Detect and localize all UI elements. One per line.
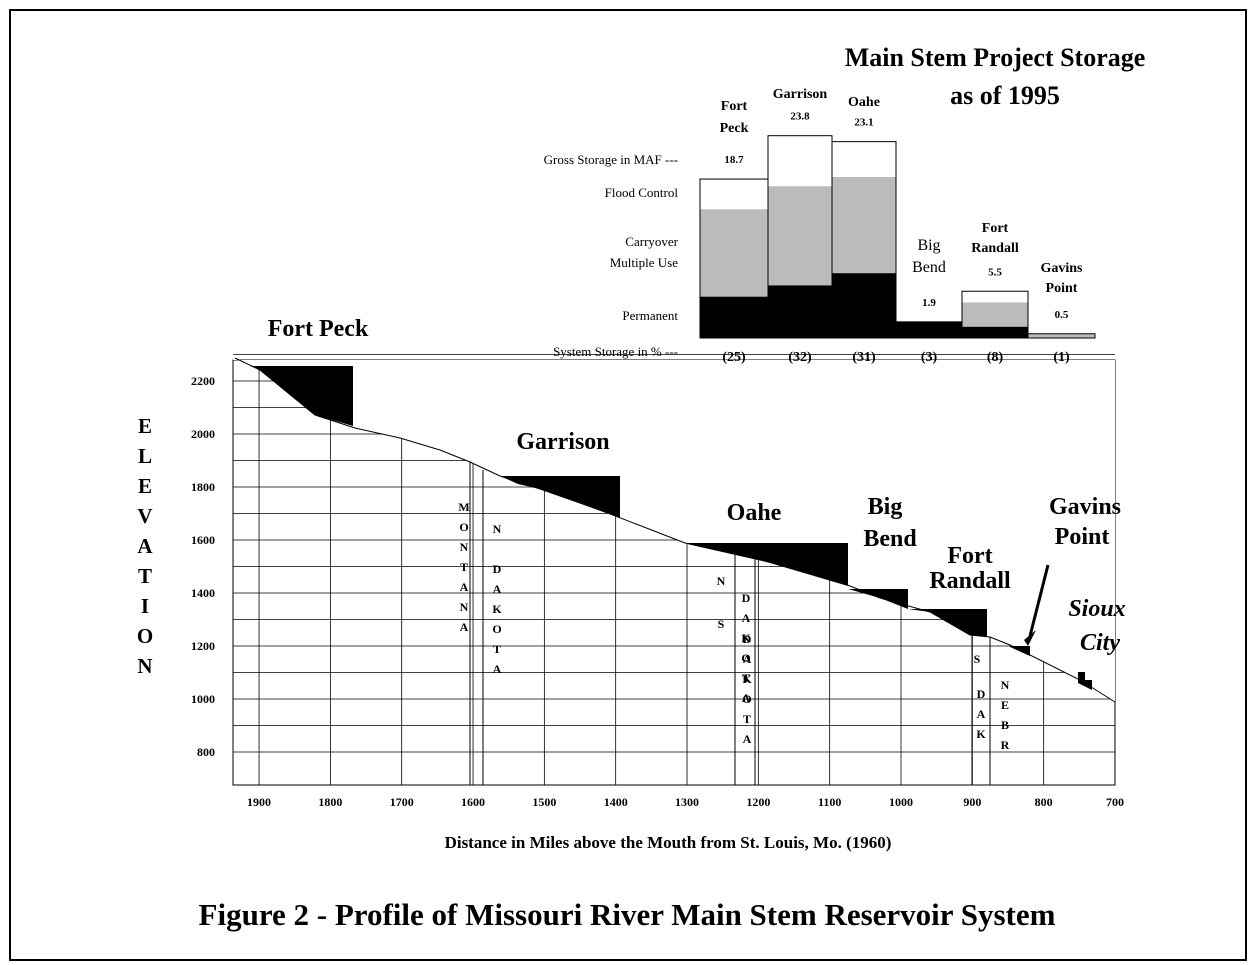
reservoir-label: Randall [929,568,1011,594]
state-label: S [714,617,728,637]
zone-permanent [962,327,1028,338]
reservoir-label: Bend [863,526,917,552]
system-pct: (32) [788,350,812,365]
x-tick-label: 1100 [818,795,841,809]
system-pct: (8) [987,350,1004,365]
row-label: Gross Storage in MAF --- [544,152,678,167]
project-name: Garrison [773,87,828,102]
state-label: N [714,574,728,594]
reservoir-label: Point [1055,524,1110,550]
x-axis-label: Distance in Miles above the Mouth from S… [445,833,892,852]
zone-flood [832,142,896,177]
row-label: Flood Control [605,185,679,200]
reservoir-label: Garrison [516,429,609,455]
zone-carryover [700,209,768,296]
x-tick-label: 700 [1106,795,1124,809]
x-tick-label: 1700 [390,795,414,809]
state-label: MONTANA [457,500,471,640]
state-label: DAKOTA [490,562,504,682]
y-tick-label: 2200 [191,374,215,388]
system-pct: (25) [722,350,746,365]
project-name: Gavins [1040,261,1083,276]
gross-value: 23.1 [854,117,873,129]
storage-chart: Main Stem Project Storage as of 1995 Gross… [544,43,1146,365]
zone-permanent [700,297,768,338]
reservoir-label: Oahe [727,500,782,526]
project-name: Oahe [848,95,880,110]
x-tick-label: 1600 [461,795,485,809]
x-tick-label: 1300 [675,795,699,809]
x-tick-label: 1800 [318,795,342,809]
project-name: Randall [971,241,1019,256]
state-label: DAKOTA [740,632,754,752]
y-tick-label: 1000 [191,692,215,706]
y-axis-label: ELEVATION [133,414,157,684]
project-name: Point [1046,281,1078,296]
state-label: S [970,652,984,672]
x-tick-label: 1400 [604,795,628,809]
zone-permanent [768,285,832,338]
row-label: Permanent [622,308,678,323]
system-pct: (1) [1053,350,1070,365]
x-tick-label: 1000 [889,795,913,809]
project-name: Peck [720,121,749,136]
gross-value: 18.7 [724,154,744,166]
zone-flood [768,136,832,187]
y-tick-label: 1400 [191,586,215,600]
x-tick-label: 900 [963,795,981,809]
x-tick-label: 1200 [746,795,770,809]
zone-carryover [962,302,1028,326]
figure: Figure 2 - Profile of Missouri River Mai… [0,0,1251,965]
zone-carryover [768,186,832,285]
reservoir-label: Fort [947,543,992,569]
x-tick-label: 1900 [247,795,271,809]
y-tick-label: 1200 [191,639,215,653]
reservoir-label: Big [868,494,903,520]
state-label: N [490,522,504,542]
gross-value: 0.5 [1055,309,1069,321]
reservoir-label: Gavins [1049,494,1121,520]
storage-title: Main Stem Project Storage [845,43,1146,72]
zone-flood [700,179,768,209]
city-label: City [1080,630,1120,656]
gross-value: 5.5 [988,266,1002,278]
zone-carryover [1028,334,1095,338]
x-tick-label: 1500 [532,795,556,809]
zone-permanent [896,322,962,338]
project-name: Fort [982,221,1009,236]
project-name: Big [917,237,940,254]
zone-carryover [832,177,896,273]
storage-title: as of 1995 [950,81,1060,110]
zone-flood [962,291,1028,302]
y-tick-label: 2000 [191,427,215,441]
gross-value: 1.9 [922,297,936,309]
y-tick-label: 1800 [191,480,215,494]
row-label: System Storage in % --- [553,344,678,359]
project-name: Bend [912,259,946,276]
figure-title: Figure 2 - Profile of Missouri River Mai… [199,897,1056,932]
project-name: Fort [721,99,748,114]
zone-permanent [832,273,896,338]
city-label: Sioux [1068,596,1125,622]
reservoir-label: Fort Peck [268,316,369,342]
state-label: DAK [974,687,988,747]
y-tick-label: 800 [197,745,215,759]
system-pct: (31) [852,350,876,365]
system-pct: (3) [921,350,938,365]
row-label: Carryover [625,234,678,249]
x-tick-label: 800 [1035,795,1053,809]
gross-value: 23.8 [790,111,810,123]
row-label: Multiple Use [610,255,678,270]
state-label: NEBR [998,678,1012,758]
y-tick-label: 1600 [191,533,215,547]
